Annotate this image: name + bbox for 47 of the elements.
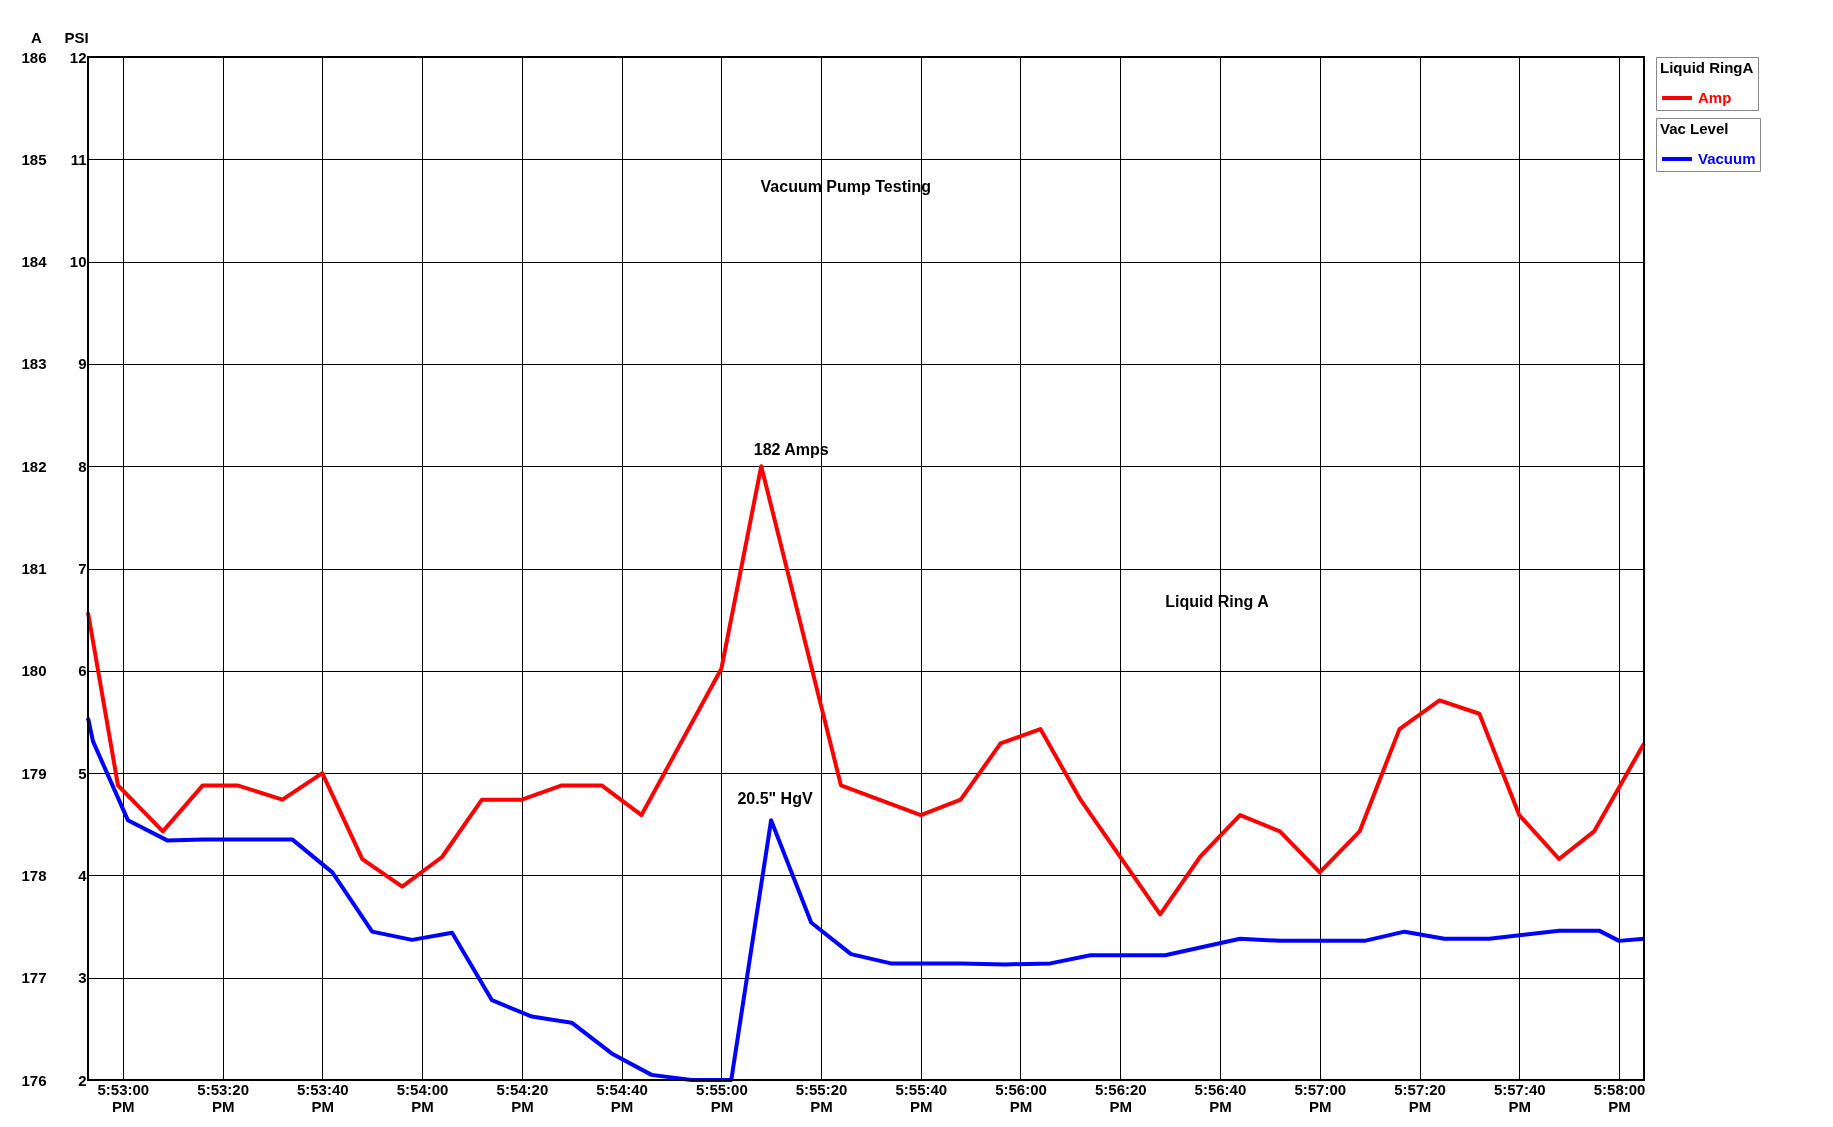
legend-title: Liquid RingA (1660, 59, 1754, 76)
text: Vac Level (1660, 120, 1729, 137)
y-tick-label: 176 (21, 1071, 47, 1089)
y2-tick-label: 6 (78, 662, 87, 680)
line-series (86, 464, 1646, 917)
y-tick-label: 182 (21, 457, 47, 475)
x-tick-label: 5:55:40 PM (895, 1080, 948, 1115)
y2-tick-label: 4 (78, 866, 88, 884)
x-tick-label: 5:58:00 PM (1593, 1080, 1646, 1115)
y2-tick-label: 12 (69, 48, 87, 66)
x-tick-label: 5:54:00 PM (396, 1080, 449, 1115)
y2-tick-label: 9 (78, 355, 87, 373)
y2-tick-label: 2 (78, 1071, 87, 1089)
x-tick-label: 5:53:20 PM (197, 1080, 249, 1115)
y-tick-label: 179 (21, 764, 47, 782)
x-tick-label: 5:57:20 PM (1394, 1080, 1446, 1115)
y2-tick-label: 7 (78, 560, 87, 577)
x-tick-label: 5:53:00 PM (97, 1080, 150, 1115)
y2-tick-label: 10 (69, 253, 87, 271)
y-tick-label: 185 (21, 150, 47, 168)
y-tick-label: 186 (21, 48, 47, 66)
x-tick-label: 5:55:20 PM (795, 1080, 848, 1115)
y-tick-label: 178 (21, 866, 47, 884)
legend-label: Vacuum (1698, 150, 1756, 167)
y2-tick-label: 11 (70, 150, 87, 168)
y-tick-label: 183 (21, 355, 47, 373)
y-tick-label: 184 (21, 253, 48, 271)
x-tick-label: 5:55:00 PM (696, 1080, 748, 1115)
y2-tick-label: 3 (78, 969, 87, 987)
x-tick-label: 5:54:40 PM (596, 1080, 648, 1115)
y-tick-label: 181 (21, 560, 47, 577)
x-tick-label: 5:54:20 PM (496, 1080, 549, 1115)
y-tick-label: 177 (21, 969, 47, 987)
y2-tick-label: 5 (78, 764, 87, 782)
y-axis-title: A (31, 28, 43, 46)
x-tick-label: 5:56:20 PM (1094, 1080, 1147, 1115)
x-tick-label: 5:57:40 PM (1493, 1080, 1546, 1115)
x-tick-label: 5:57:00 PM (1294, 1080, 1347, 1115)
x-tick-label: 5:56:40 PM (1194, 1080, 1247, 1115)
x-tick-label: 5:53:40 PM (296, 1080, 349, 1115)
y-tick-label: 180 (21, 662, 47, 680)
y2-axis-title: PSI (64, 28, 89, 46)
y2-tick-label: 8 (78, 457, 87, 475)
line-series (86, 715, 1646, 1082)
x-tick-label: 5:56:00 PM (995, 1080, 1047, 1115)
annotation: 20.5" HgV (737, 790, 813, 807)
legend-label: Amp (1698, 89, 1732, 106)
